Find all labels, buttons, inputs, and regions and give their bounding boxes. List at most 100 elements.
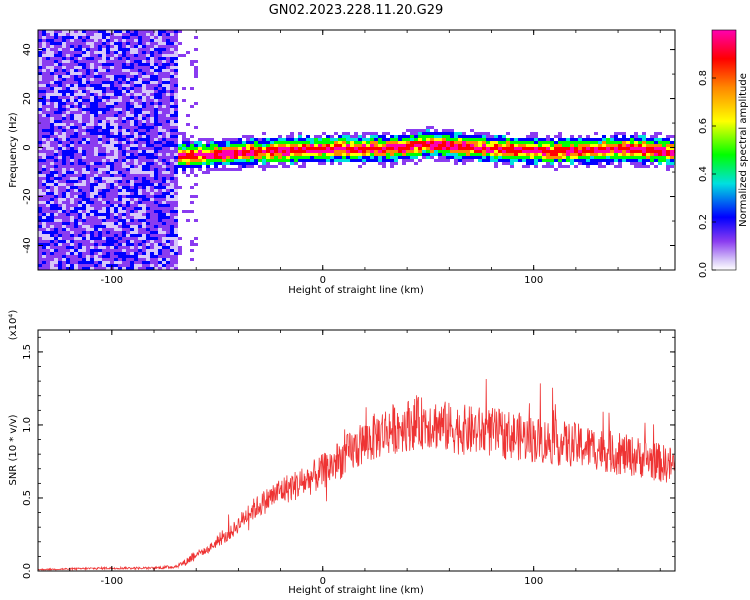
spectrogram-cell — [58, 246, 62, 249]
spectrogram-cell — [78, 75, 82, 78]
spectrogram-cell — [90, 72, 94, 75]
spectrogram-cell — [138, 219, 142, 222]
spectrogram-cell — [50, 156, 54, 159]
spectrogram-cell — [86, 156, 90, 159]
spectrogram-cell — [338, 159, 342, 162]
spectrogram-cell — [410, 138, 414, 141]
spectrogram-cell — [314, 138, 318, 141]
spectrogram-cell — [102, 36, 106, 39]
spectrogram-cell — [166, 96, 170, 99]
spectrogram-cell — [394, 147, 398, 150]
spectrogram-cell — [298, 153, 302, 156]
spectrogram-cell — [66, 39, 70, 42]
spectrogram-cell — [478, 156, 482, 159]
spectrogram-cell — [138, 123, 142, 126]
spectrogram-cell — [150, 132, 154, 135]
spectrogram-cell — [86, 105, 90, 108]
spectrogram-cell — [90, 87, 94, 90]
spectrogram-cell — [142, 159, 146, 162]
spectrogram-cell — [146, 42, 150, 45]
spectrogram-cell — [254, 162, 258, 165]
spectrogram-cell — [118, 51, 122, 54]
spectrogram-cell — [338, 156, 342, 159]
spectrogram-cell — [70, 255, 74, 258]
spectrogram-cell — [126, 195, 130, 198]
spectrogram-cell — [362, 159, 366, 162]
spectrogram-cell — [86, 147, 90, 150]
spectrogram-cell — [126, 165, 130, 168]
spectrogram-cell — [170, 156, 174, 159]
spectrogram-cell — [214, 147, 218, 150]
spectrogram-cell — [658, 144, 662, 147]
spectrogram-cell — [134, 171, 138, 174]
spectrogram-cell — [94, 177, 98, 180]
spectrogram-cell — [78, 162, 82, 165]
spectrogram-cell — [158, 57, 162, 60]
spectrogram-cell — [54, 156, 58, 159]
spectrogram-cell — [154, 189, 158, 192]
spectrogram-cell — [174, 162, 178, 165]
spectrogram-cell — [114, 135, 118, 138]
spectrogram-cell — [66, 267, 70, 270]
spectrogram-cell — [386, 138, 390, 141]
spectrogram-cell — [62, 258, 66, 261]
spectrogram-cell — [138, 87, 142, 90]
spectrogram-cell — [98, 231, 102, 234]
spectrogram-cell — [434, 144, 438, 147]
spectrogram-cell — [178, 132, 182, 135]
spectrogram-cell — [262, 147, 266, 150]
spectrogram-cell — [666, 153, 670, 156]
spectrogram-cell — [158, 264, 162, 267]
spectrogram-cell — [150, 195, 154, 198]
spectrogram-cell — [226, 141, 230, 144]
spectrogram-cell — [158, 117, 162, 120]
spectrogram-cell — [154, 171, 158, 174]
spectrogram-cell — [62, 171, 66, 174]
spectrogram-cell — [174, 171, 178, 174]
spectrogram-cell — [182, 171, 186, 174]
spectrogram-cell — [170, 189, 174, 192]
spectrogram-cell — [622, 138, 626, 141]
spectrogram-cell — [98, 192, 102, 195]
spectrogram-cell — [58, 216, 62, 219]
spectrogram-cell — [586, 135, 590, 138]
spectrogram-cell — [174, 87, 178, 90]
spectrogram-cell — [166, 69, 170, 72]
spectrogram-cell — [570, 150, 574, 153]
spectrogram-cell — [50, 165, 54, 168]
spectrogram-cell — [146, 75, 150, 78]
spectrogram-cell — [438, 147, 442, 150]
spectrogram-cell — [578, 156, 582, 159]
spectrogram-cell — [122, 237, 126, 240]
spectrogram-cell — [70, 162, 74, 165]
spectrogram-cell — [94, 132, 98, 135]
spectrogram-cell — [242, 159, 246, 162]
spectrogram-cell — [110, 36, 114, 39]
spectrogram-cell — [122, 225, 126, 228]
spectrogram-cell — [298, 156, 302, 159]
spectrogram-cell — [38, 243, 42, 246]
spectrogram-cell — [486, 153, 490, 156]
spectrogram-cell — [418, 132, 422, 135]
spectrogram-cell — [130, 135, 134, 138]
spectrogram-cell — [58, 75, 62, 78]
spectrogram-cell — [102, 216, 106, 219]
spectrogram-cell — [134, 72, 138, 75]
spectrogram-cell — [150, 267, 154, 270]
spectrogram-cell — [42, 177, 46, 180]
spectrogram-cell — [78, 96, 82, 99]
spectrogram-cell — [174, 186, 178, 189]
spectrogram-cell — [526, 150, 530, 153]
spectrogram-cell — [558, 141, 562, 144]
spectrogram-cell — [102, 66, 106, 69]
spectrogram-cell — [474, 138, 478, 141]
spectrogram-cell — [258, 150, 262, 153]
spectrogram-cell — [118, 78, 122, 81]
spectrogram-cell — [542, 141, 546, 144]
spectrogram-cell — [154, 42, 158, 45]
spectrogram-cell — [154, 93, 158, 96]
spectrogram-cell — [450, 156, 454, 159]
spectrogram-cell — [346, 159, 350, 162]
spectrogram-cell — [390, 156, 394, 159]
spectrogram-cell — [666, 156, 670, 159]
